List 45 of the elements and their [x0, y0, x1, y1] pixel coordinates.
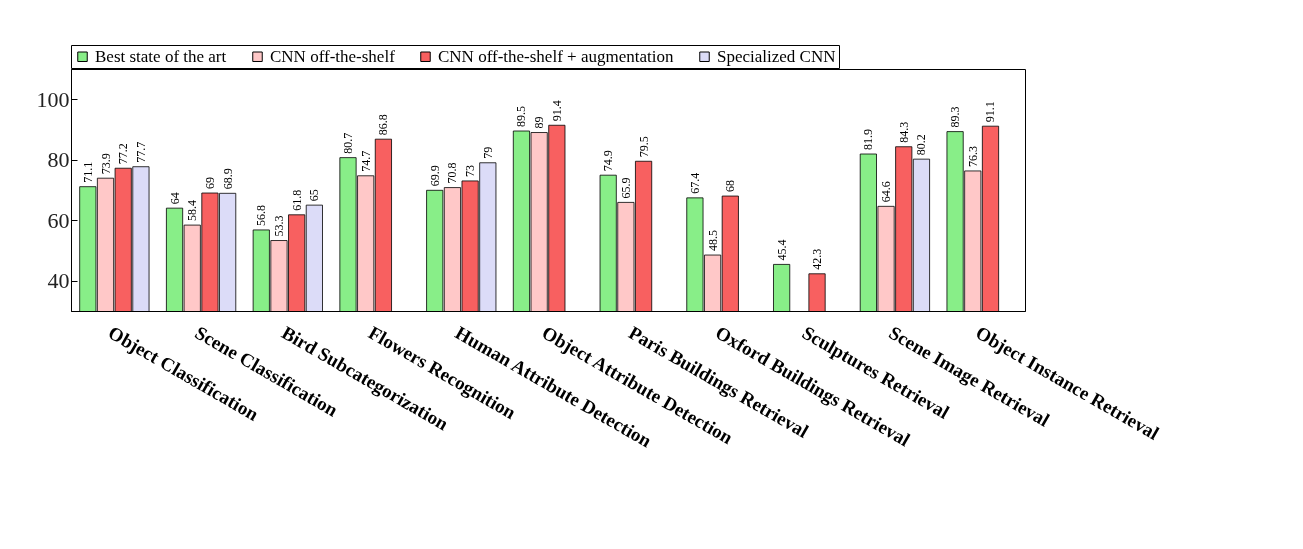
data-label: 68: [723, 180, 738, 193]
data-label: 80.2: [914, 134, 929, 156]
data-label: 76.3: [965, 145, 980, 167]
legend-label: Specialized CNN: [717, 46, 836, 66]
data-label: 67.4: [687, 172, 702, 194]
data-label: 84.3: [896, 121, 911, 143]
legend-label: CNN off-the-shelf: [270, 46, 396, 66]
data-label: 91.1: [983, 101, 998, 123]
data-label: 45.4: [774, 239, 789, 261]
data-label: 73: [463, 164, 478, 177]
data-label: 53.3: [271, 215, 286, 237]
data-label: 89.3: [948, 106, 963, 128]
data-label: 74.9: [601, 150, 616, 172]
data-label: 80.7: [341, 132, 355, 154]
data-label: 42.3: [810, 248, 825, 270]
legend-label: CNN off-the-shelf + augmentation: [438, 46, 674, 66]
data-label: 71.1: [80, 161, 95, 183]
data-label: 86.8: [376, 114, 391, 136]
y-tick-label: 40: [47, 268, 70, 294]
data-label: 64: [167, 192, 182, 205]
data-label: 89.5: [514, 106, 529, 128]
data-label: 65.9: [618, 177, 633, 199]
data-label: 81.9: [861, 129, 876, 150]
legend-label: Best state of the art: [95, 46, 227, 66]
data-label: 61.8: [289, 189, 304, 211]
data-label: 56.8: [254, 204, 269, 226]
data-label: 70.8: [445, 162, 460, 184]
data-label: 74.7: [358, 150, 373, 172]
data-label: 68.9: [220, 168, 235, 190]
data-label: 77.7: [133, 141, 148, 163]
data-label: 69.9: [427, 165, 442, 187]
data-label: 69: [202, 177, 217, 190]
data-label: 89: [532, 116, 547, 129]
data-label: 48.5: [705, 230, 720, 252]
data-label: 73.9: [98, 153, 113, 175]
y-tick-label: 60: [47, 207, 70, 233]
data-label: 58.4: [185, 200, 200, 222]
y-tick-label: 80: [47, 147, 70, 173]
data-label: 77.2: [116, 143, 131, 165]
data-label: 79.5: [636, 136, 651, 158]
data-label: 64.6: [879, 181, 894, 203]
data-label: 79: [480, 146, 495, 159]
data-label: 91.4: [549, 100, 564, 122]
data-label: 65: [307, 189, 322, 202]
y-tick-label: 100: [36, 86, 70, 112]
